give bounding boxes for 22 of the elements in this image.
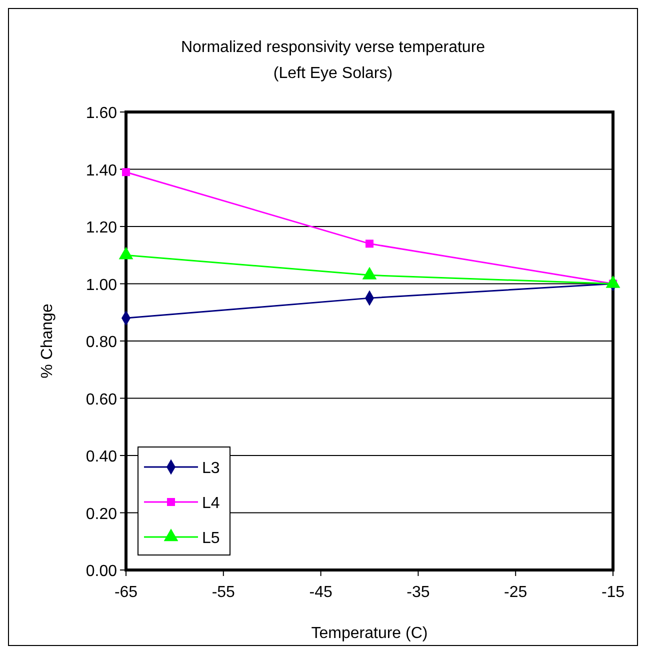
x-tick-label: -15	[601, 584, 625, 601]
x-tick-label: -35	[406, 584, 430, 601]
x-tick-label: -45	[309, 584, 332, 601]
y-tick-label: 0.20	[86, 506, 118, 523]
y-tick-label: 0.60	[86, 391, 118, 408]
y-tick-label: 1.60	[86, 105, 118, 122]
y-tick-label: 1.20	[86, 220, 118, 236]
chart-title: Normalized responsivity verse temperature	[180, 39, 486, 56]
x-axis-title: Temperature (C)	[311, 625, 428, 642]
chart-subtitle: (Left Eye Solars)	[273, 65, 393, 82]
y-tick-label: 0.40	[86, 448, 118, 466]
y-tick-label: 1.00	[86, 276, 118, 294]
x-tick-label: -65	[114, 584, 138, 601]
x-tick-label: -55	[212, 584, 236, 601]
y-tick-label: 1.40	[86, 162, 118, 180]
y-axis-title: % Change	[39, 304, 56, 378]
legend-label: L3	[202, 460, 220, 477]
y-tick-label: 0.80	[86, 334, 118, 351]
legend-label: L5	[202, 530, 220, 547]
x-tick-label: -25	[504, 584, 528, 601]
legend-label: L4	[202, 495, 220, 512]
y-tick-label: 0.00	[86, 563, 118, 580]
